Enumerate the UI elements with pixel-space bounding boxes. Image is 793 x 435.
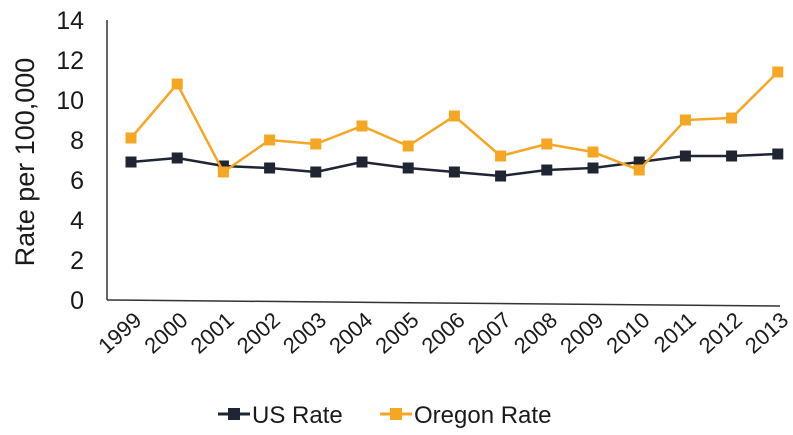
x-tick-label: 2001	[186, 307, 239, 358]
data-point	[633, 156, 645, 168]
data-point	[171, 78, 183, 90]
x-tick-labels: 1999200020012002200320042005200620072008…	[93, 307, 793, 358]
x-tick-label: 1999	[93, 307, 146, 358]
data-point	[125, 156, 137, 168]
data-point	[171, 152, 183, 164]
series-oregon-rate	[125, 66, 784, 178]
x-tick-label: 2013	[740, 307, 793, 358]
data-point	[356, 156, 368, 168]
x-tick-label: 2010	[601, 307, 654, 358]
data-point	[495, 150, 507, 162]
x-tick-label: 2002	[232, 307, 285, 358]
data-point	[679, 114, 691, 126]
y-tick-label: 8	[70, 127, 84, 155]
x-tick-label: 2004	[324, 307, 377, 358]
data-point	[633, 164, 645, 176]
data-point	[125, 132, 137, 144]
x-tick-label: 2007	[463, 307, 516, 358]
data-point	[495, 170, 507, 182]
data-point	[448, 110, 460, 122]
y-axis-title: Rate per 100,000	[10, 58, 40, 267]
x-tick-label: 2008	[509, 307, 562, 358]
data-point	[402, 162, 414, 174]
data-point	[772, 66, 784, 78]
data-point	[310, 166, 322, 178]
x-tick-label: 2012	[694, 307, 747, 358]
y-tick-label: 0	[70, 287, 84, 315]
data-point	[356, 120, 368, 132]
x-tick-label: 2011	[649, 307, 701, 357]
legend: US Rate Oregon Rate	[218, 402, 551, 429]
data-point	[217, 160, 229, 172]
legend-swatch-marker	[390, 408, 402, 420]
data-point	[541, 164, 553, 176]
data-point	[772, 148, 784, 160]
data-point	[310, 138, 322, 150]
data-point	[726, 112, 738, 124]
x-axis-line	[106, 299, 781, 307]
data-point	[679, 150, 691, 162]
data-point	[726, 150, 738, 162]
x-tick-label: 2005	[370, 307, 423, 358]
y-tick-label: 6	[70, 167, 84, 195]
legend-item: US Rate	[218, 402, 343, 429]
x-tick-label: 2000	[139, 307, 192, 358]
data-point	[587, 162, 599, 174]
x-tick-label: 2006	[417, 307, 470, 358]
y-tick-label: 14	[56, 7, 84, 35]
y-tick-label: 12	[56, 47, 84, 75]
data-point	[217, 166, 229, 178]
data-point	[541, 138, 553, 150]
y-tick-label: 2	[70, 247, 84, 275]
series-us-rate	[125, 148, 784, 182]
data-point	[264, 162, 276, 174]
legend-label: Oregon Rate	[414, 402, 551, 429]
series-layer	[125, 66, 784, 182]
data-point	[587, 146, 599, 158]
y-tick-labels: 0 2 4 6 8 10 12 14	[56, 7, 84, 315]
legend-item: Oregon Rate	[380, 402, 551, 429]
data-point	[264, 134, 276, 146]
y-tick-label: 4	[70, 207, 84, 235]
x-tick-label: 2009	[555, 307, 608, 358]
data-point	[402, 140, 414, 152]
x-tick-label: 2003	[278, 307, 331, 358]
legend-label: US Rate	[252, 402, 343, 429]
data-point	[448, 166, 460, 178]
x-axis	[106, 299, 781, 307]
legend-swatch-marker	[228, 408, 240, 420]
y-tick-label: 10	[56, 87, 84, 115]
